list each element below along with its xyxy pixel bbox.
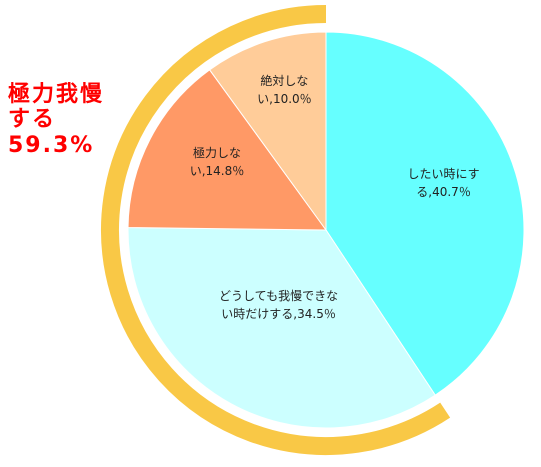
category-label: 絶対しない,	[257, 73, 309, 106]
category-label: 極力しない,	[189, 145, 241, 178]
value-label: 14.8％	[205, 163, 245, 178]
slice-label-box: 絶対しない,10.0％	[244, 72, 324, 108]
annotation-text: 極力我慢する	[8, 82, 104, 133]
slice-label-box: 極力しない,14.8％	[172, 144, 262, 180]
slice-label-box: どうしても我慢できない時だけする,34.5％	[214, 287, 344, 323]
value-label: 40.7％	[432, 184, 471, 199]
slice-label-box: したい時にする,40.7％	[389, 165, 499, 201]
annotation-box: 極力我慢する 59.3%	[8, 82, 104, 158]
slice-label: 極力しない,14.8％	[172, 144, 262, 180]
value-label: 10.0％	[272, 91, 312, 106]
category-label: どうしても我慢できない時だけする,	[219, 288, 339, 321]
slice-label: どうしても我慢できない時だけする,34.5％	[214, 287, 344, 323]
pie-slice	[127, 69, 327, 231]
slice-label: したい時にする,40.7％	[389, 165, 499, 201]
pie-slice	[208, 31, 327, 232]
pie-slice	[127, 227, 436, 429]
annotation-value: 59.3%	[8, 132, 95, 158]
annotation-arc	[101, 5, 451, 455]
value-label: 34.5％	[297, 306, 336, 321]
category-label: したい時にする,	[407, 166, 480, 199]
slice-label: 絶対しない,10.0％	[244, 72, 324, 108]
